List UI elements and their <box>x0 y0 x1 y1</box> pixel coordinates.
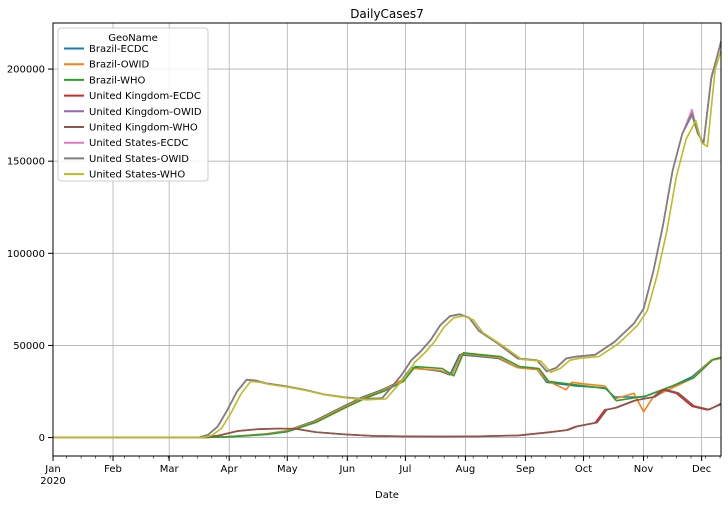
series-layer <box>53 41 722 439</box>
y-tick-label: 50000 <box>13 341 45 352</box>
x-tick-label: Jan <box>44 464 60 475</box>
x-tick-label: Nov <box>634 464 654 475</box>
x-tick-label: May <box>277 464 298 475</box>
y-tick-label: 100000 <box>7 249 45 260</box>
series-line-brazil-owid <box>53 352 722 439</box>
x-tick-label: Dec <box>692 464 711 475</box>
legend-label: United Kingdom-ECDC <box>89 91 201 102</box>
series-line-united-kingdom-who <box>53 388 722 439</box>
plot-area-frame <box>52 22 722 457</box>
legend-items: Brazil-ECDC Brazil-OWID Brazil-WHO United K… <box>64 44 202 181</box>
legend-label: United Kingdom-OWID <box>89 107 202 118</box>
legend-label: Brazil-ECDC <box>89 44 149 55</box>
x-tick-label: Mar <box>160 464 180 475</box>
x-tick-label: Feb <box>104 464 122 475</box>
series-line-united-states-who <box>53 50 722 439</box>
x-tick-label: Jun <box>338 464 355 475</box>
x-axis-title: Date <box>375 490 399 501</box>
legend-label: United States-OWID <box>89 154 189 165</box>
x-tick-label: Aug <box>456 464 476 475</box>
y-tick-label: 200000 <box>7 65 45 76</box>
x-tick-label: Oct <box>575 464 592 475</box>
legend-label: United States-ECDC <box>89 138 188 149</box>
series-line-brazil-who <box>53 352 722 439</box>
y-tick-label: 0 <box>39 433 45 444</box>
y-tick-label: 150000 <box>7 157 45 168</box>
legend-box <box>57 27 209 182</box>
legend-title: GeoName <box>108 33 158 44</box>
chart-title: DailyCases7 <box>350 7 424 21</box>
legend-label: Brazil-WHO <box>89 75 146 86</box>
x-tick-sublabel: 2020 <box>40 476 65 487</box>
legend-label: Brazil-OWID <box>89 60 150 71</box>
legend-label: United Kingdom-WHO <box>89 123 198 134</box>
x-tick-label: Jul <box>398 464 411 475</box>
x-tick-label: Apr <box>221 464 239 475</box>
legend: GeoName Brazil-ECDC Brazil-OWID Brazil-WHO… <box>57 27 209 182</box>
x-tick-label: Sep <box>516 464 535 475</box>
legend-label: United States-WHO <box>89 170 185 181</box>
